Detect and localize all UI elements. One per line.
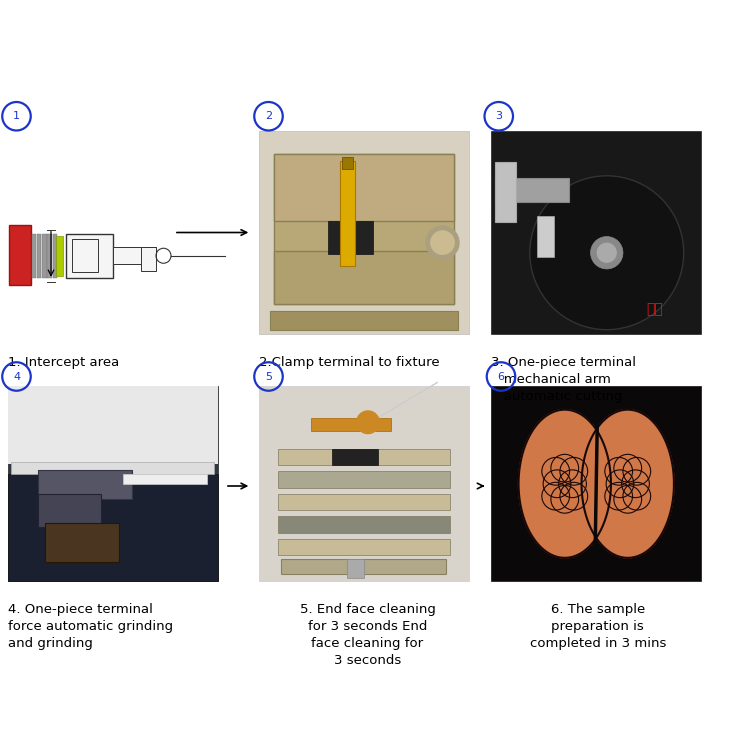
FancyBboxPatch shape [9, 225, 32, 285]
FancyBboxPatch shape [72, 239, 98, 272]
FancyBboxPatch shape [38, 470, 132, 500]
Text: 5: 5 [265, 371, 272, 382]
FancyBboxPatch shape [42, 234, 46, 278]
Text: 2.Clamp terminal to fixture: 2.Clamp terminal to fixture [259, 356, 440, 369]
FancyBboxPatch shape [8, 386, 217, 581]
Circle shape [530, 176, 684, 330]
Circle shape [430, 231, 454, 254]
FancyBboxPatch shape [38, 494, 100, 526]
Text: 5. End face cleaning
for 3 seconds End
face cleaning for
3 seconds: 5. End face cleaning for 3 seconds End f… [299, 603, 436, 667]
FancyBboxPatch shape [347, 559, 364, 578]
FancyBboxPatch shape [495, 178, 568, 203]
Polygon shape [518, 410, 611, 558]
FancyBboxPatch shape [491, 386, 701, 581]
FancyBboxPatch shape [328, 221, 373, 254]
FancyBboxPatch shape [332, 448, 379, 465]
FancyBboxPatch shape [11, 462, 214, 474]
Text: 正确: 正确 [646, 302, 664, 316]
Text: 3. One-piece terminal
   mechanical arm
   automatic cutting: 3. One-piece terminal mechanical arm aut… [491, 356, 636, 404]
FancyBboxPatch shape [278, 471, 450, 488]
FancyBboxPatch shape [32, 234, 36, 278]
FancyBboxPatch shape [8, 474, 217, 581]
Text: 1: 1 [13, 111, 20, 122]
Text: 2: 2 [265, 111, 272, 122]
FancyBboxPatch shape [278, 494, 450, 510]
FancyBboxPatch shape [141, 248, 156, 271]
Text: 3: 3 [495, 111, 502, 122]
FancyBboxPatch shape [311, 418, 391, 431]
FancyBboxPatch shape [342, 157, 353, 169]
Text: 4. One-piece terminal
force automatic grinding
and grinding: 4. One-piece terminal force automatic gr… [8, 603, 172, 650]
FancyBboxPatch shape [37, 234, 41, 278]
FancyBboxPatch shape [56, 236, 63, 276]
FancyBboxPatch shape [274, 154, 454, 304]
Text: 6. The sample
preparation is
completed in 3 mins: 6. The sample preparation is completed i… [530, 603, 666, 650]
Circle shape [426, 226, 459, 259]
Circle shape [597, 243, 616, 263]
FancyBboxPatch shape [270, 311, 458, 330]
FancyBboxPatch shape [274, 154, 454, 221]
FancyBboxPatch shape [495, 162, 516, 222]
Text: 4: 4 [13, 371, 20, 382]
Text: 6: 6 [497, 371, 505, 382]
FancyBboxPatch shape [259, 386, 469, 581]
FancyBboxPatch shape [8, 386, 217, 464]
Polygon shape [581, 410, 674, 558]
FancyBboxPatch shape [45, 523, 118, 562]
FancyBboxPatch shape [123, 474, 207, 484]
Circle shape [590, 236, 623, 269]
FancyBboxPatch shape [340, 161, 355, 266]
FancyBboxPatch shape [66, 234, 112, 278]
Text: 1. Intercept area: 1. Intercept area [8, 356, 118, 369]
FancyBboxPatch shape [259, 131, 469, 334]
FancyBboxPatch shape [112, 248, 156, 264]
Circle shape [356, 410, 380, 434]
FancyBboxPatch shape [278, 448, 450, 465]
FancyBboxPatch shape [278, 538, 450, 555]
FancyBboxPatch shape [53, 234, 57, 278]
FancyBboxPatch shape [491, 131, 701, 334]
FancyBboxPatch shape [538, 216, 554, 256]
FancyBboxPatch shape [47, 234, 52, 278]
FancyBboxPatch shape [278, 516, 450, 532]
FancyBboxPatch shape [281, 559, 446, 574]
FancyBboxPatch shape [274, 251, 454, 304]
